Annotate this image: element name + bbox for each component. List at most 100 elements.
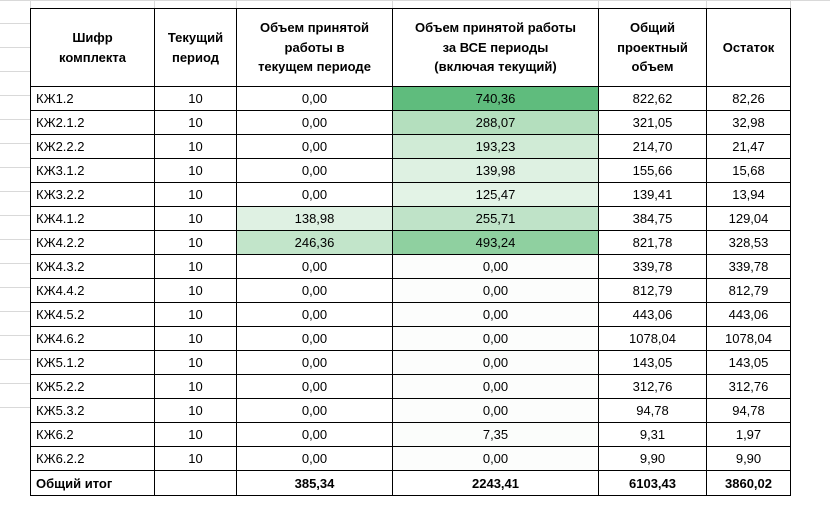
cell-project-volume[interactable]: 94,78 [598, 398, 707, 423]
cell-all-periods-volume[interactable]: 288,07 [392, 110, 599, 135]
cell-project-volume[interactable]: 822,62 [598, 86, 707, 111]
cell-current-period[interactable]: 10 [154, 350, 237, 375]
cell-project-volume[interactable]: 339,78 [598, 254, 707, 279]
cell-remainder[interactable]: 328,53 [706, 230, 791, 255]
cell-remainder[interactable]: 129,04 [706, 206, 791, 231]
cell-current-period[interactable]: 10 [154, 206, 237, 231]
cell-project-volume[interactable]: 384,75 [598, 206, 707, 231]
cell-project-volume[interactable]: 821,78 [598, 230, 707, 255]
cell-remainder[interactable]: 339,78 [706, 254, 791, 279]
cell-current-period[interactable]: 10 [154, 374, 237, 399]
cell-code[interactable]: КЖ5.3.2 [30, 398, 155, 423]
col-header-current-period[interactable]: Текущий период [154, 8, 237, 87]
cell-code[interactable]: КЖ1.2 [30, 86, 155, 111]
total-current-volume[interactable]: 385,34 [236, 470, 393, 496]
cell-code[interactable]: КЖ6.2 [30, 422, 155, 447]
cell-current-period[interactable]: 10 [154, 398, 237, 423]
cell-all-periods-volume[interactable]: 0,00 [392, 254, 599, 279]
cell-project-volume[interactable]: 9,90 [598, 446, 707, 471]
cell-remainder[interactable]: 143,05 [706, 350, 791, 375]
cell-project-volume[interactable]: 812,79 [598, 278, 707, 303]
cell-project-volume[interactable]: 312,76 [598, 374, 707, 399]
cell-current-volume[interactable]: 0,00 [236, 326, 393, 351]
cell-code[interactable]: КЖ3.2.2 [30, 182, 155, 207]
col-header-remainder[interactable]: Остаток [706, 8, 791, 87]
cell-current-period[interactable]: 10 [154, 278, 237, 303]
cell-current-volume[interactable]: 0,00 [236, 302, 393, 327]
cell-all-periods-volume[interactable]: 7,35 [392, 422, 599, 447]
total-period[interactable] [154, 470, 237, 496]
cell-remainder[interactable]: 9,90 [706, 446, 791, 471]
cell-project-volume[interactable]: 139,41 [598, 182, 707, 207]
cell-code[interactable]: КЖ5.1.2 [30, 350, 155, 375]
cell-code[interactable]: КЖ4.1.2 [30, 206, 155, 231]
cell-current-volume[interactable]: 0,00 [236, 278, 393, 303]
cell-current-volume[interactable]: 246,36 [236, 230, 393, 255]
cell-current-volume[interactable]: 0,00 [236, 254, 393, 279]
cell-remainder[interactable]: 443,06 [706, 302, 791, 327]
total-label[interactable]: Общий итог [30, 470, 155, 496]
cell-all-periods-volume[interactable]: 493,24 [392, 230, 599, 255]
cell-current-volume[interactable]: 0,00 [236, 350, 393, 375]
cell-current-volume[interactable]: 0,00 [236, 446, 393, 471]
cell-current-period[interactable]: 10 [154, 254, 237, 279]
cell-all-periods-volume[interactable]: 0,00 [392, 398, 599, 423]
cell-code[interactable]: КЖ4.4.2 [30, 278, 155, 303]
cell-all-periods-volume[interactable]: 0,00 [392, 278, 599, 303]
total-all-periods-volume[interactable]: 2243,41 [392, 470, 599, 496]
cell-code[interactable]: КЖ2.1.2 [30, 110, 155, 135]
cell-all-periods-volume[interactable]: 0,00 [392, 302, 599, 327]
cell-current-period[interactable]: 10 [154, 182, 237, 207]
cell-remainder[interactable]: 812,79 [706, 278, 791, 303]
cell-all-periods-volume[interactable]: 193,23 [392, 134, 599, 159]
cell-current-volume[interactable]: 0,00 [236, 134, 393, 159]
cell-current-volume[interactable]: 0,00 [236, 86, 393, 111]
cell-current-period[interactable]: 10 [154, 134, 237, 159]
cell-remainder[interactable]: 82,26 [706, 86, 791, 111]
cell-current-period[interactable]: 10 [154, 302, 237, 327]
cell-current-period[interactable]: 10 [154, 110, 237, 135]
cell-all-periods-volume[interactable]: 125,47 [392, 182, 599, 207]
cell-all-periods-volume[interactable]: 740,36 [392, 86, 599, 111]
total-project-volume[interactable]: 6103,43 [598, 470, 707, 496]
cell-project-volume[interactable]: 321,05 [598, 110, 707, 135]
cell-code[interactable]: КЖ4.6.2 [30, 326, 155, 351]
cell-current-volume[interactable]: 138,98 [236, 206, 393, 231]
cell-current-volume[interactable]: 0,00 [236, 422, 393, 447]
cell-current-period[interactable]: 10 [154, 158, 237, 183]
cell-current-volume[interactable]: 0,00 [236, 110, 393, 135]
col-header-current-volume[interactable]: Объем принятой работы в текущем периоде [236, 8, 393, 87]
cell-remainder[interactable]: 312,76 [706, 374, 791, 399]
cell-remainder[interactable]: 1078,04 [706, 326, 791, 351]
cell-remainder[interactable]: 15,68 [706, 158, 791, 183]
cell-code[interactable]: КЖ3.1.2 [30, 158, 155, 183]
cell-current-period[interactable]: 10 [154, 230, 237, 255]
cell-code[interactable]: КЖ2.2.2 [30, 134, 155, 159]
cell-code[interactable]: КЖ5.2.2 [30, 374, 155, 399]
cell-all-periods-volume[interactable]: 255,71 [392, 206, 599, 231]
cell-project-volume[interactable]: 214,70 [598, 134, 707, 159]
cell-code[interactable]: КЖ6.2.2 [30, 446, 155, 471]
cell-remainder[interactable]: 94,78 [706, 398, 791, 423]
cell-current-volume[interactable]: 0,00 [236, 398, 393, 423]
cell-all-periods-volume[interactable]: 0,00 [392, 446, 599, 471]
cell-project-volume[interactable]: 443,06 [598, 302, 707, 327]
cell-all-periods-volume[interactable]: 0,00 [392, 350, 599, 375]
col-header-all-periods-volume[interactable]: Объем принятой работы за ВСЕ периоды (вк… [392, 8, 599, 87]
cell-all-periods-volume[interactable]: 0,00 [392, 374, 599, 399]
cell-current-period[interactable]: 10 [154, 326, 237, 351]
cell-project-volume[interactable]: 1078,04 [598, 326, 707, 351]
cell-project-volume[interactable]: 155,66 [598, 158, 707, 183]
cell-code[interactable]: КЖ4.2.2 [30, 230, 155, 255]
cell-remainder[interactable]: 1,97 [706, 422, 791, 447]
cell-all-periods-volume[interactable]: 139,98 [392, 158, 599, 183]
cell-project-volume[interactable]: 143,05 [598, 350, 707, 375]
cell-current-period[interactable]: 10 [154, 422, 237, 447]
cell-all-periods-volume[interactable]: 0,00 [392, 326, 599, 351]
cell-remainder[interactable]: 13,94 [706, 182, 791, 207]
cell-remainder[interactable]: 32,98 [706, 110, 791, 135]
cell-current-volume[interactable]: 0,00 [236, 374, 393, 399]
cell-code[interactable]: КЖ4.3.2 [30, 254, 155, 279]
col-header-code[interactable]: Шифр комплекта [30, 8, 155, 87]
cell-current-period[interactable]: 10 [154, 446, 237, 471]
